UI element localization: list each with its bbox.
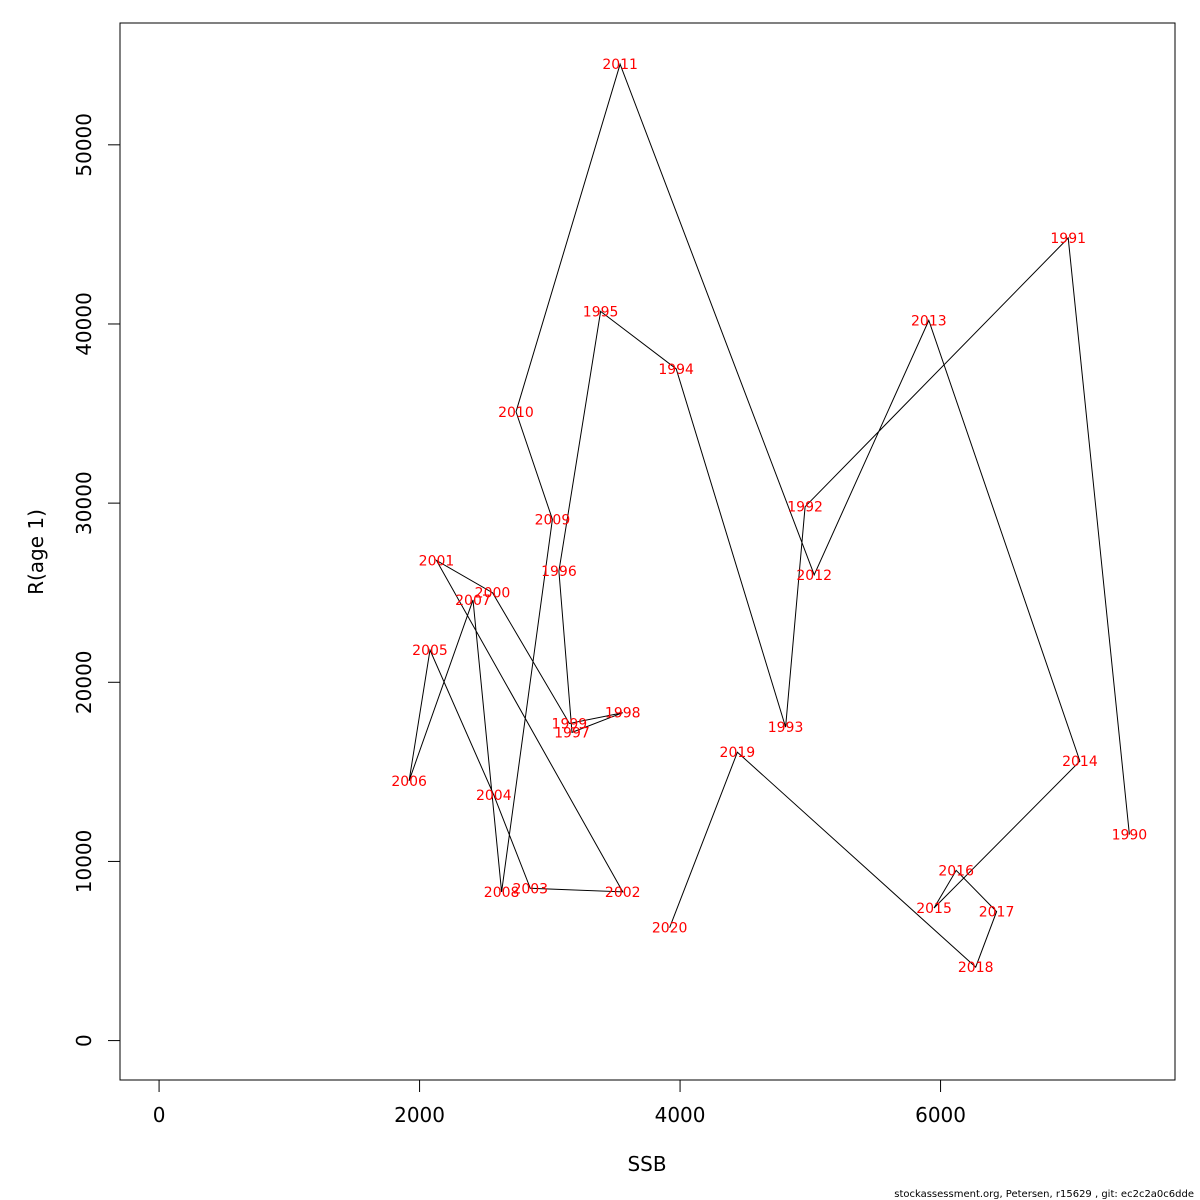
point-label-2003: 2003 [512, 881, 548, 897]
point-label-1994: 1994 [658, 362, 694, 378]
point-label-2012: 2012 [796, 568, 832, 584]
y-tick-label: 50000 [72, 113, 96, 177]
point-label-1991: 1991 [1050, 231, 1086, 247]
footer-credit: stockassessment.org, Petersen, r15629 , … [894, 1189, 1194, 1200]
x-tick-label: 4000 [655, 1103, 706, 1127]
point-label-2007: 2007 [455, 593, 491, 609]
y-tick-label: 10000 [72, 830, 96, 894]
point-label-1999: 1999 [552, 716, 588, 732]
point-label-2010: 2010 [498, 405, 534, 421]
point-label-2011: 2011 [602, 57, 638, 73]
point-label-2018: 2018 [958, 960, 994, 976]
y-tick-label: 20000 [72, 650, 96, 714]
point-labels: 1990 1991 1992 1993 1994 1995 1996 1997 1998 1999… [391, 57, 1147, 976]
point-label-1990: 1990 [1112, 828, 1148, 844]
point-label-2006: 2006 [391, 774, 427, 790]
point-label-2020: 2020 [652, 921, 688, 937]
point-label-2017: 2017 [979, 905, 1015, 921]
x-tick-label: 2000 [394, 1103, 445, 1127]
x-tick-label: 0 [153, 1103, 166, 1127]
x-axis-title: SSB [627, 1152, 666, 1176]
plot-frame [119, 22, 1176, 1081]
y-axis: 0 10000 20000 30000 40000 50000 [72, 113, 121, 1047]
point-label-2015: 2015 [916, 901, 952, 917]
point-label-1992: 1992 [787, 500, 823, 516]
point-label-1993: 1993 [768, 720, 804, 736]
point-label-1995: 1995 [583, 304, 619, 320]
point-label-2002: 2002 [605, 885, 641, 901]
y-tick-label: 40000 [72, 292, 96, 356]
point-label-1998: 1998 [605, 706, 641, 722]
point-label-2004: 2004 [476, 788, 512, 804]
y-tick-label: 30000 [72, 471, 96, 535]
point-label-2000: 2000 [475, 586, 511, 602]
point-label-2013: 2013 [911, 313, 947, 329]
x-axis: 0 2000 4000 6000 [153, 1079, 966, 1127]
series-path-line [408, 62, 1130, 968]
point-label-1997: 1997 [554, 725, 590, 741]
y-tick-label: 0 [72, 1034, 96, 1047]
point-label-2014: 2014 [1062, 754, 1098, 770]
point-label-2016: 2016 [938, 863, 974, 879]
point-label-2009: 2009 [535, 512, 571, 528]
point-label-2008: 2008 [484, 885, 520, 901]
point-label-2019: 2019 [720, 745, 756, 761]
point-label-1996: 1996 [541, 564, 577, 580]
point-label-2005: 2005 [412, 643, 448, 659]
x-tick-label: 6000 [915, 1103, 966, 1127]
point-label-2001: 2001 [419, 553, 455, 569]
y-axis-title: R(age 1) [24, 509, 48, 595]
